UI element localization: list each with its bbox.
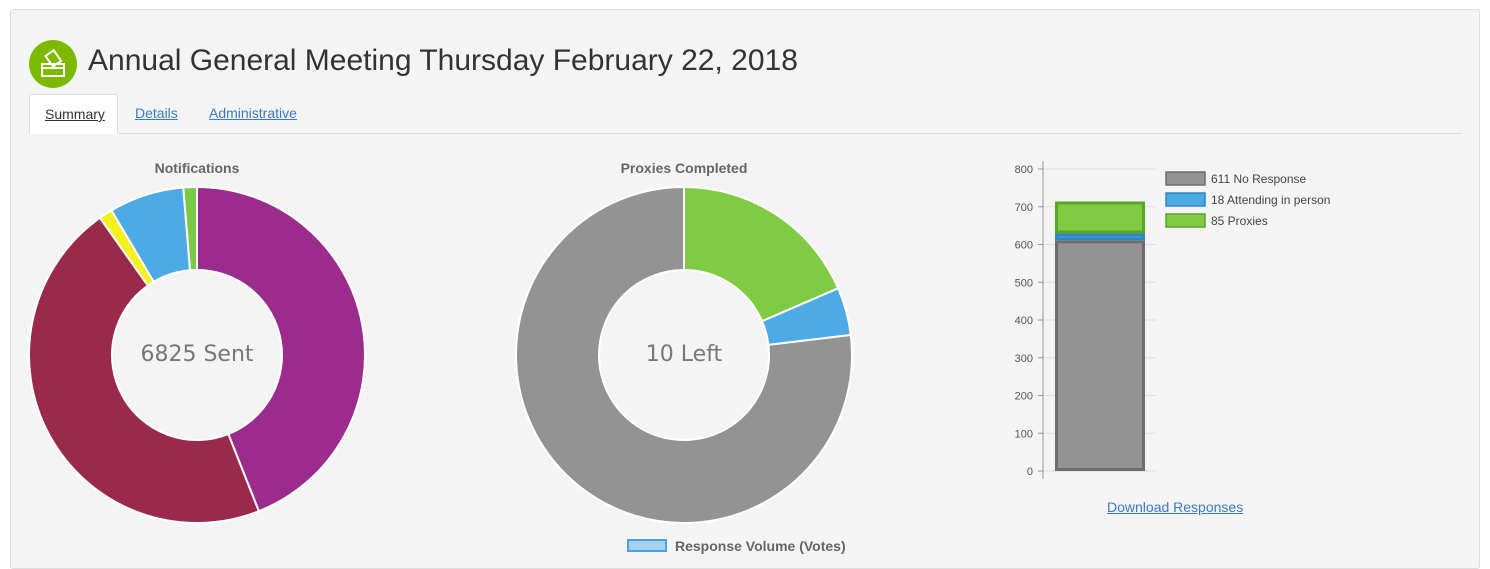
tab-summary[interactable]: Summary xyxy=(29,94,118,134)
legend-label: 18 Attending in person xyxy=(1211,193,1330,207)
y-tick-label: 600 xyxy=(1015,240,1033,252)
y-tick-label: 0 xyxy=(1027,466,1033,478)
legend-swatch xyxy=(627,539,667,552)
tab-administrative[interactable]: Administrative xyxy=(209,105,297,121)
legend-swatch xyxy=(1165,213,1206,228)
legend-label: 85 Proxies xyxy=(1211,214,1268,228)
y-tick-label: 500 xyxy=(1015,277,1033,289)
y-tick-label: 400 xyxy=(1015,315,1033,327)
notifications-slice-1[interactable] xyxy=(28,216,261,524)
notifications-chart-title: Notifications xyxy=(154,160,240,176)
y-tick-label: 100 xyxy=(1015,428,1033,440)
bar-segment-2[interactable] xyxy=(1055,201,1145,234)
bar-segment-1[interactable] xyxy=(1055,233,1145,241)
legend-label: Response Volume (Votes) xyxy=(675,538,846,554)
legend-swatch xyxy=(1165,171,1206,186)
page-title: Annual General Meeting Thursday February… xyxy=(88,44,798,77)
legend-swatch xyxy=(1165,192,1206,207)
proxies-slice-0[interactable] xyxy=(683,185,840,323)
download-responses-link[interactable]: Download Responses xyxy=(1107,499,1244,515)
responses-bar-chart: 0 100 200 300 400 500 600 700 800 611 No Response… xyxy=(1015,161,1330,479)
tabs-divider xyxy=(29,133,1462,134)
proxies-center-label: 10 Left xyxy=(645,342,723,367)
proxies-slice-2[interactable] xyxy=(515,185,853,524)
y-tick-label: 300 xyxy=(1015,353,1033,365)
notifications-center-label: 6825 Sent xyxy=(140,342,254,367)
y-tick-label: 800 xyxy=(1015,164,1033,176)
notifications-slice-0[interactable] xyxy=(196,185,366,513)
bar-segment-0[interactable] xyxy=(1055,240,1145,471)
notifications-donut-chart xyxy=(28,185,366,524)
tab-details[interactable]: Details xyxy=(135,105,178,121)
proxies-donut-chart xyxy=(515,185,853,524)
notifications-slice-4[interactable] xyxy=(182,185,198,272)
y-tick-label: 700 xyxy=(1015,202,1033,214)
y-tick-label: 200 xyxy=(1015,391,1033,403)
ballot-box-icon xyxy=(29,40,77,88)
legend-label: 611 No Response xyxy=(1211,172,1307,186)
proxies-chart-title: Proxies Completed xyxy=(620,160,748,176)
